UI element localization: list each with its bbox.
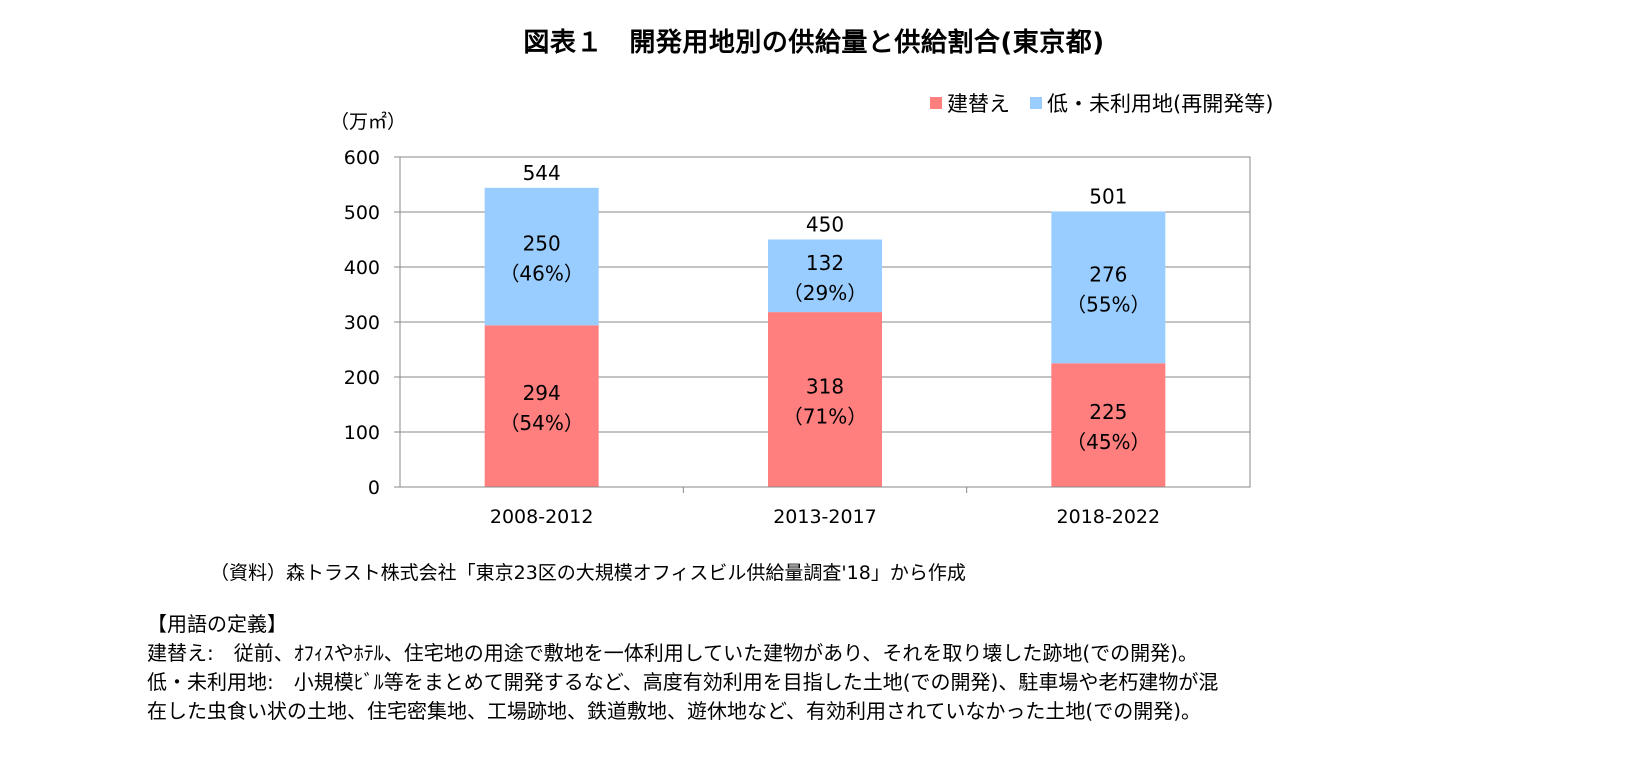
y-tick-label: 100 [344, 422, 380, 444]
data-label-value: 132 [806, 251, 844, 275]
bar-segment [484, 325, 599, 487]
bar-segment [1051, 211, 1166, 364]
x-tick-label: 2018-2022 [1057, 506, 1161, 528]
y-axis-unit-label: （万㎡） [330, 110, 406, 133]
definition-line: 建替え: 従前、ｵﾌｨｽやﾎﾃﾙ、住宅地の用途で敷地を一体利用していた建物があり… [147, 641, 1198, 665]
bar-segment [484, 187, 599, 326]
x-tick-label: 2008-2012 [490, 506, 594, 528]
chart-title: 図表１ 開発用地別の供給量と供給割合(東京都) [523, 28, 1105, 58]
y-tick-label: 600 [344, 147, 380, 169]
y-tick-label: 400 [344, 257, 380, 279]
data-label-value: 318 [806, 375, 844, 399]
legend-swatch [930, 97, 942, 109]
data-labels: 294 （54%） 250 （46%） 544 318 （71%） 132 （29%） 450 22… [499, 161, 1150, 454]
legend-swatch [1030, 97, 1042, 109]
x-tick-label: 2013-2017 [773, 506, 877, 528]
bars [484, 187, 1166, 487]
data-label-value: 276 [1089, 262, 1127, 286]
data-label-share: （54%） [499, 411, 583, 435]
data-label-share: （71%） [783, 405, 867, 429]
definitions-heading: 【用語の定義】 [147, 612, 287, 636]
bar-segment [768, 312, 882, 487]
definition-line: 在した虫食い状の土地、住宅密集地、工場跡地、鉄道敷地、遊休地など、有効利用されて… [147, 699, 1202, 723]
data-label-share: （55%） [1066, 292, 1150, 316]
legend-entry: 建替え [947, 92, 1010, 116]
y-tick-label: 300 [344, 312, 380, 334]
legend: 建替え 低・未利用地(再開発等) [930, 92, 1273, 116]
data-label-total: 544 [523, 161, 561, 185]
definitions: 【用語の定義】 建替え: 従前、ｵﾌｨｽやﾎﾃﾙ、住宅地の用途で敷地を一体利用し… [147, 610, 1218, 726]
data-label-value: 250 [523, 232, 561, 256]
y-tick-label: 0 [368, 477, 380, 499]
data-label-total: 501 [1089, 184, 1127, 208]
data-label-value: 225 [1089, 400, 1127, 424]
data-label-total: 450 [806, 213, 844, 237]
bar-segment [768, 239, 882, 313]
source-note: （資料）森トラスト株式会社「東京23区の大規模オフィスビル供給量調査'18」から… [210, 562, 966, 584]
y-tick-label: 500 [344, 202, 380, 224]
data-label-value: 294 [523, 381, 561, 405]
definition-line: 低・未利用地: 小規模ﾋﾞﾙ等をまとめて開発するなど、高度有効利用を目指した土地… [147, 670, 1219, 694]
data-label-share: （46%） [499, 262, 583, 286]
bar-segment [1051, 363, 1166, 487]
axes: 0 100 200 300 400 500 600 2008-2012 2013-2017 201… [344, 147, 1251, 528]
y-tick-label: 200 [344, 367, 380, 389]
data-label-share: （29%） [783, 281, 867, 305]
legend-entry: 低・未利用地(再開発等) [1047, 92, 1273, 116]
data-label-share: （45%） [1066, 430, 1150, 454]
chart: 0 100 200 300 400 500 600 2008-2012 2013-2017 201… [330, 92, 1273, 528]
